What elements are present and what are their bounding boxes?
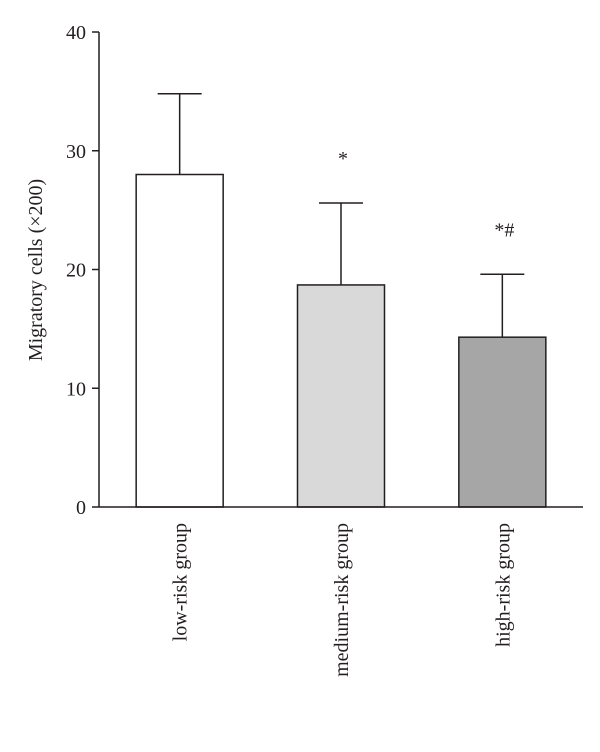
y-tick-label: 40: [66, 22, 86, 44]
significance-annotations: * *#: [338, 148, 514, 241]
bar-low-risk-group: [135, 173, 224, 508]
y-axis-title: Migratory cells (×200): [25, 179, 47, 361]
bar-high-risk-group: [458, 336, 547, 508]
bar-medium-risk-group: [296, 284, 386, 508]
y-tick-label: 0: [76, 497, 86, 519]
significance-marker: *#: [494, 219, 514, 241]
x-tick-label: medium-risk group: [331, 523, 353, 677]
x-tick-label: low-risk group: [170, 523, 192, 641]
x-tick-label: high-risk group: [492, 523, 514, 647]
x-axis-tick-labels: low-risk group medium-risk group high-risk…: [170, 523, 515, 677]
y-axis-ticks: 0 10 20 30 40: [66, 22, 99, 519]
error-bars: [157, 93, 525, 338]
y-tick-label: 10: [66, 378, 86, 400]
bars: [135, 173, 547, 508]
y-tick-label: 30: [66, 141, 86, 163]
significance-marker: *: [338, 148, 348, 170]
y-tick-label: 20: [66, 260, 86, 282]
